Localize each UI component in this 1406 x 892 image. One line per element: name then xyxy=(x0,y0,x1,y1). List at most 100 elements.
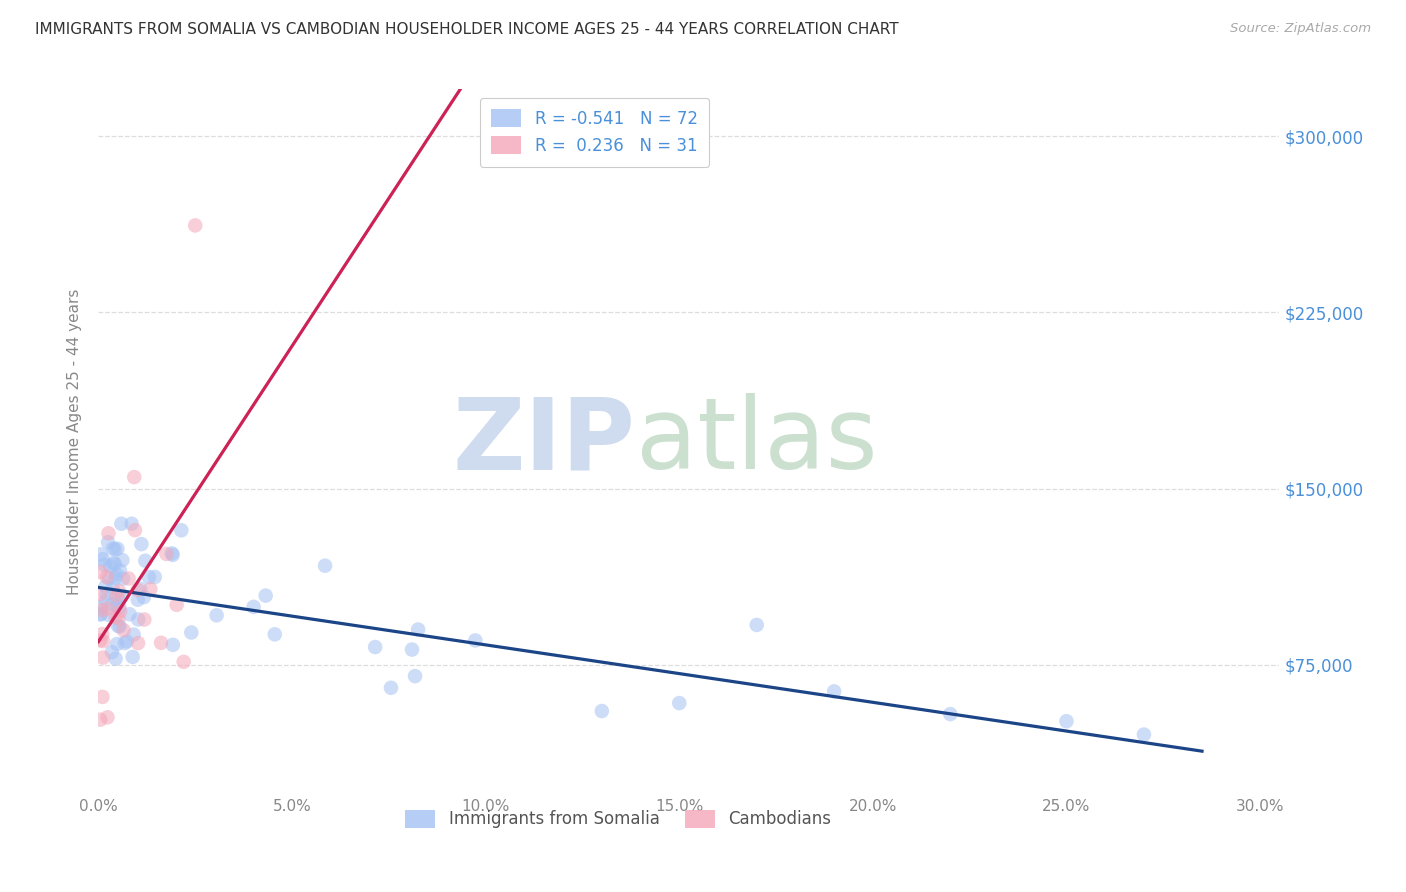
Point xyxy=(91,634,114,648)
Point xyxy=(170,523,193,537)
Point xyxy=(90,547,112,561)
Point xyxy=(668,696,690,710)
Legend: Immigrants from Somalia, Cambodians: Immigrants from Somalia, Cambodians xyxy=(399,803,838,835)
Point xyxy=(110,516,132,531)
Text: Source: ZipAtlas.com: Source: ZipAtlas.com xyxy=(1230,22,1371,36)
Point xyxy=(127,592,149,607)
Point xyxy=(107,619,129,633)
Point xyxy=(108,584,131,599)
Point xyxy=(134,554,156,568)
Point xyxy=(89,713,111,727)
Point xyxy=(1133,727,1156,741)
Point xyxy=(162,548,184,562)
Point xyxy=(112,572,135,586)
Point xyxy=(97,571,120,585)
Point xyxy=(91,552,114,566)
Point xyxy=(89,587,111,601)
Y-axis label: Householder Income Ages 25 - 44 years: Householder Income Ages 25 - 44 years xyxy=(66,288,82,595)
Point xyxy=(94,594,117,608)
Point xyxy=(96,570,118,584)
Point xyxy=(380,681,402,695)
Point xyxy=(406,623,429,637)
Point xyxy=(939,707,962,722)
Point xyxy=(105,589,128,603)
Point xyxy=(118,607,141,622)
Point xyxy=(97,535,120,549)
Point xyxy=(108,600,131,615)
Point xyxy=(184,219,207,233)
Point xyxy=(254,589,277,603)
Text: atlas: atlas xyxy=(636,393,877,490)
Point xyxy=(104,610,127,624)
Point xyxy=(89,565,111,579)
Point xyxy=(107,611,129,625)
Point xyxy=(121,649,143,664)
Point xyxy=(150,636,173,650)
Point xyxy=(115,634,138,648)
Point xyxy=(105,567,128,582)
Point xyxy=(404,669,426,683)
Point xyxy=(127,582,149,597)
Point xyxy=(101,645,124,659)
Point xyxy=(364,640,387,654)
Point xyxy=(131,537,153,551)
Point xyxy=(242,599,264,614)
Point xyxy=(143,570,166,584)
Point xyxy=(162,638,184,652)
Point xyxy=(122,470,145,484)
Point xyxy=(96,587,118,601)
Text: IMMIGRANTS FROM SOMALIA VS CAMBODIAN HOUSEHOLDER INCOME AGES 25 - 44 YEARS CORRE: IMMIGRANTS FROM SOMALIA VS CAMBODIAN HOU… xyxy=(35,22,898,37)
Point xyxy=(166,598,188,612)
Point xyxy=(263,627,285,641)
Point xyxy=(205,608,228,623)
Point xyxy=(98,559,121,574)
Point xyxy=(117,572,139,586)
Point xyxy=(89,633,111,648)
Point xyxy=(97,526,120,541)
Point xyxy=(129,582,152,596)
Point xyxy=(107,593,129,607)
Point xyxy=(111,553,134,567)
Point xyxy=(1056,714,1078,729)
Point xyxy=(401,642,423,657)
Point xyxy=(97,601,120,615)
Point xyxy=(103,556,125,570)
Point xyxy=(110,590,132,604)
Point xyxy=(173,655,195,669)
Point xyxy=(89,607,111,622)
Point xyxy=(101,597,124,611)
Point xyxy=(155,547,177,561)
Point xyxy=(160,546,183,560)
Point xyxy=(139,582,162,596)
Point xyxy=(122,627,145,641)
Point xyxy=(127,612,149,626)
Point xyxy=(91,650,114,665)
Point xyxy=(104,557,127,571)
Point xyxy=(314,558,336,573)
Point xyxy=(138,570,160,584)
Point xyxy=(107,541,129,556)
Point xyxy=(105,637,128,651)
Point xyxy=(591,704,613,718)
Point xyxy=(91,690,114,704)
Text: ZIP: ZIP xyxy=(453,393,636,490)
Point xyxy=(464,633,486,648)
Point xyxy=(124,523,146,537)
Point xyxy=(127,636,149,650)
Point xyxy=(104,542,127,557)
Point xyxy=(90,607,112,621)
Point xyxy=(94,579,117,593)
Point xyxy=(108,564,131,578)
Point xyxy=(91,627,114,641)
Point xyxy=(90,600,112,615)
Point xyxy=(745,618,768,632)
Point xyxy=(114,636,136,650)
Point xyxy=(132,590,155,604)
Point xyxy=(108,604,131,618)
Point xyxy=(90,603,112,617)
Point xyxy=(104,571,127,585)
Point xyxy=(105,599,128,613)
Point xyxy=(180,625,202,640)
Point xyxy=(96,710,118,724)
Point xyxy=(108,619,131,633)
